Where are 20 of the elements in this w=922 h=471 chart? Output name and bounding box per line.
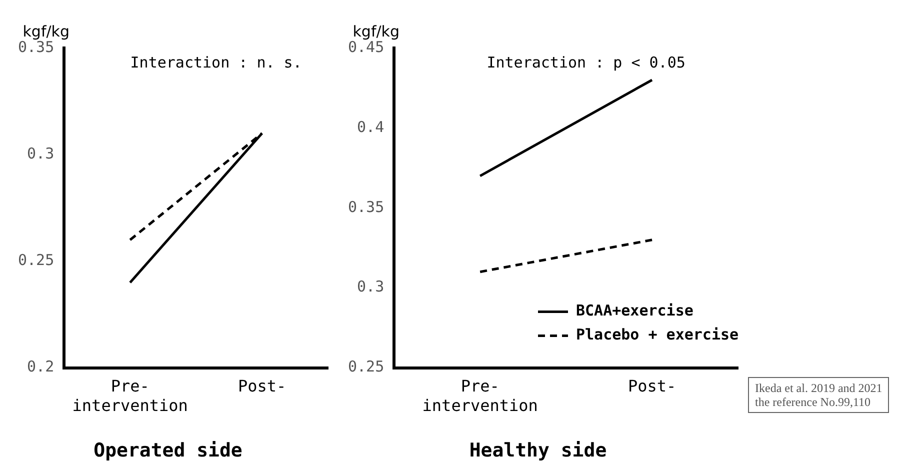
x-tick-label: Pre- intervention (422, 376, 538, 415)
text: Operated side (94, 440, 242, 462)
y-tick-label: 0.2 (27, 358, 54, 376)
y-tick-label: 0.25 (18, 251, 54, 270)
y-tick-label: 0.35 (348, 198, 384, 216)
x-tick-label: Post- (628, 376, 676, 396)
x-tick-label: Post- (238, 376, 286, 396)
x-tick-label: Pre- intervention (72, 376, 188, 415)
annotation: Interaction : p < 0.05 (486, 53, 686, 72)
y-axis-title: kgf/kg (352, 22, 400, 40)
y-tick-label: 0.4 (357, 118, 384, 136)
text: Healthy side (469, 440, 607, 462)
y-tick-label: 0.3 (357, 278, 384, 296)
legend-label: Placebo + exercise (576, 326, 739, 344)
text: Ikeda et al. 2019 and 2021 the reference No.99,110 (748, 377, 890, 413)
legend-label: BCAA+exercise (576, 302, 694, 320)
y-tick-label: 0.25 (348, 358, 384, 376)
y-axis-title: kgf/kg (22, 22, 70, 40)
annotation: Interaction : n. s. (130, 53, 302, 72)
y-tick-label: 0.3 (27, 144, 54, 162)
